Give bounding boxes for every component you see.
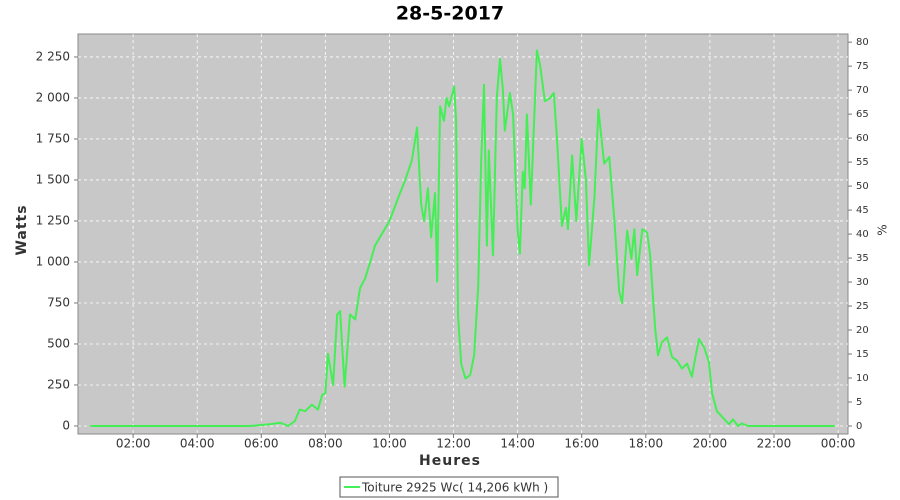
series-line	[90, 49, 835, 427]
x-tick-label: 16:00	[564, 437, 599, 451]
y-tick-label: 2 250	[36, 49, 70, 63]
y-tick-label: 1 000	[36, 254, 70, 268]
x-tick-label: 08:00	[308, 437, 343, 451]
y-tick-label: 2 000	[36, 90, 70, 104]
plot-area	[77, 33, 849, 435]
x-tick-label: 20:00	[693, 437, 728, 451]
y-axis-label: Watts	[14, 204, 30, 255]
x-tick-label: 18:00	[629, 437, 664, 451]
chart-title: 28-5-2017	[396, 3, 504, 25]
y2-tick-label: 70	[856, 85, 869, 96]
y2-tick-label: 25	[856, 301, 869, 312]
y-tick-label: 1 500	[36, 172, 70, 186]
y2-tick-label: 55	[856, 157, 869, 168]
y2-tick-label: 65	[856, 109, 869, 120]
y-tick-label: 250	[47, 377, 70, 391]
y2-tick-label: 80	[856, 37, 869, 48]
x-tick-label: 00:00	[821, 437, 856, 451]
x-tick-label: 04:00	[180, 437, 215, 451]
y2-axis-label: %	[876, 224, 890, 235]
y2-tick-label: 15	[856, 349, 869, 360]
y2-tick-label: 10	[856, 373, 869, 384]
y-tick-label: 1 750	[36, 131, 70, 145]
y2-tick-label: 5	[856, 397, 862, 408]
legend-label: Toiture 2925 Wc( 14,206 kWh )	[361, 481, 548, 495]
y2-tick-label: 0	[856, 421, 862, 432]
y-tick-label: 1 250	[36, 213, 70, 227]
x-tick-label: 02:00	[116, 437, 151, 451]
y2-tick-label: 45	[856, 205, 869, 216]
y2-tick-label: 50	[856, 181, 869, 192]
x-tick-label: 22:00	[757, 437, 792, 451]
x-tick-label: 06:00	[244, 437, 279, 451]
legend	[339, 476, 559, 498]
y2-tick-label: 40	[856, 229, 869, 240]
y2-tick-label: 60	[856, 133, 869, 144]
y2-tick-label: 20	[856, 325, 869, 336]
x-tick-label: 10:00	[372, 437, 407, 451]
y-tick-label: 500	[47, 336, 70, 350]
x-axis-label: Heures	[419, 453, 481, 469]
y-tick-label: 750	[47, 295, 70, 309]
y-tick-label: 0	[62, 418, 70, 432]
x-tick-label: 12:00	[436, 437, 471, 451]
y2-tick-label: 75	[856, 61, 869, 72]
x-tick-label: 14:00	[500, 437, 535, 451]
y2-tick-label: 30	[856, 277, 869, 288]
y2-tick-label: 35	[856, 253, 869, 264]
